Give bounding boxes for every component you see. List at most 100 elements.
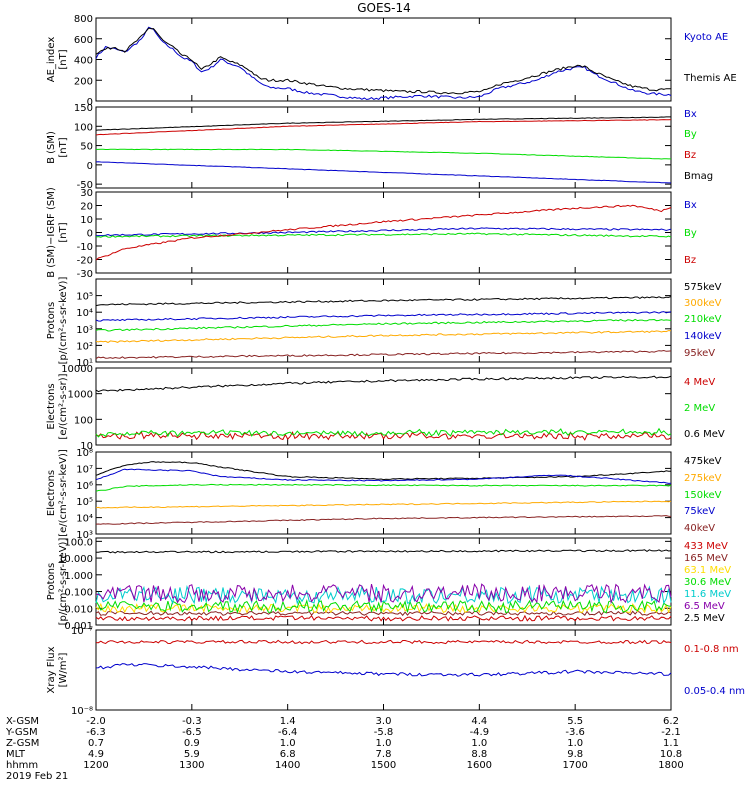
y-axis-label: B (SM)−IGRF (SM) [46,187,57,278]
y-tick-label: 400 [74,56,93,67]
legend-entry: 275keV [684,473,722,484]
series-11-6-mev-line [95,584,672,605]
series-themis-ae-line [95,27,672,95]
y-tick-label: -10 [77,242,93,253]
x-axis-value: 5.9 [184,749,200,760]
x-axis-value: 5.5 [567,716,583,727]
series-140kev-line [95,311,672,322]
series-2-5-mev-line [96,549,672,554]
series-40kev-line [95,515,672,525]
series-75kev-line [95,468,672,484]
y-tick-label: 0 [87,161,93,172]
series-433-mev-line [95,614,672,622]
x-axis-date: 2019 Feb 21 [6,771,68,782]
y-tick-label: -50 [77,180,93,191]
x-axis-value: 6.8 [280,749,296,760]
x-axis-value: 3.0 [376,716,392,727]
y-tick-label: 100 [74,122,93,133]
series-bx-line [95,161,671,184]
legend-entry: 140keV [684,331,722,342]
series-by-line [95,232,672,238]
legend-entry: 433 MeV [684,541,728,552]
series-300kev-line [95,330,672,344]
y-tick-label: 10 [80,215,93,226]
y-tick-label: 1000 [68,390,93,401]
x-axis-value: -4.9 [470,727,490,738]
series-150kev-line [95,483,672,492]
y-axis-label: [nT] [58,222,69,242]
legend-entry: 475keV [684,456,722,467]
y-axis-label: Protons [46,563,57,600]
y-axis-label: [p/(cm²-s-sr-keV)] [58,277,69,365]
x-axis-value: 1600 [467,760,492,771]
x-axis-value: 1500 [371,760,396,771]
y-axis-label: [e/(cm²-s-sr-keV)] [58,449,69,537]
y-axis-label: Electrons [46,470,57,516]
x-axis-value: -6.3 [86,727,106,738]
y-tick-label: 50 [80,142,93,153]
series-165-mev-line [95,610,672,617]
y-axis-label: AE_index [46,37,57,83]
x-axis-value: 0.7 [88,738,104,749]
legend-entry: 75keV [684,506,715,517]
y-axis-label: B (SM) [46,131,57,164]
legend-entry: 575keV [684,282,722,293]
y-tick-label: 600 [74,35,93,46]
y-axis-label: [W/m²] [58,652,69,687]
y-tick-label: 10⁵ [76,292,93,303]
y-tick-label: 10.000 [58,554,93,565]
y-tick-label: 0 [87,97,93,108]
x-axis-row-label: MLT [6,749,26,760]
series-by-line [95,148,671,160]
x-axis-value: 1.0 [376,738,392,749]
y-tick-label: 10⁷ [76,464,93,475]
legend-entry: 165 MeV [684,553,728,564]
legend-entry: 95keV [684,348,715,359]
x-axis-value: 1.0 [280,738,296,749]
series-bx-line [95,227,672,237]
y-tick-label: -20 [77,256,93,267]
x-axis-row-label: Y-GSM [5,727,38,738]
panel-bsm: -50 0 50 100 150 B (SM) [nT] Bx By Bz Bmag [46,103,713,191]
legend-entry: Bz [684,150,696,161]
legend-entry: Bmag [684,171,713,182]
panel-ae: 0 200 400 600 800 AE_index [nT] Kyoto AE Themis … [46,14,737,108]
legend-entry: Bx [684,109,697,120]
legend-entry: 150keV [684,490,722,501]
y-tick-label: 0.001 [64,621,93,632]
legend-entry: 0.6 MeV [684,429,725,440]
y-tick-label: 10⁴ [76,514,93,525]
panel-protons2: 0.001 0.010 0.100 1.000 10.000 100.0 Protons [p… [46,537,731,632]
legend-entry: 210keV [684,314,722,325]
legend-entry: 2.5 MeV [684,613,725,624]
legend-entry: 4 MeV [684,377,715,388]
y-tick-label: 10⁴ [76,308,93,319]
panel-bigrf: -30 -20 -10 0 10 20 30 B (SM)−IGRF (SM) [nT] Bx By… [46,187,697,280]
x-axis-value: 9.8 [567,749,583,760]
x-axis-value: 1200 [83,760,108,771]
y-axis-label: Protons [46,302,57,339]
x-axis-row-label: hhmm [6,760,38,771]
legend-entry: Bz [684,255,696,266]
y-tick-label: 0.100 [64,588,93,599]
y-tick-label: 10⁻⁸ [71,706,93,717]
x-axis-row-label: Z-GSM [6,738,39,749]
y-axis-label: [e/(cm²-s-sr)] [58,373,69,439]
legend-entry: Bx [684,200,697,211]
y-tick-label: 1.000 [64,571,93,582]
series-bz-line [95,204,672,261]
x-axis-value: -2.0 [86,716,106,727]
x-axis-value: -6.5 [182,727,202,738]
x-axis-value: 1.0 [567,738,583,749]
y-axis-label: [nT] [58,49,69,69]
y-tick-label: 20 [80,202,93,213]
legend-entry: 30.6 MeV [684,577,731,588]
series-210kev-line [95,318,672,332]
legend-entry: By [684,228,697,239]
x-axis-value: -6.4 [278,727,298,738]
y-tick-label: 10⁸ [76,448,93,459]
x-axis-value: 4.4 [471,716,487,727]
x-axis-value: 4.9 [88,749,104,760]
series-kyoto-ae-line [95,26,672,101]
